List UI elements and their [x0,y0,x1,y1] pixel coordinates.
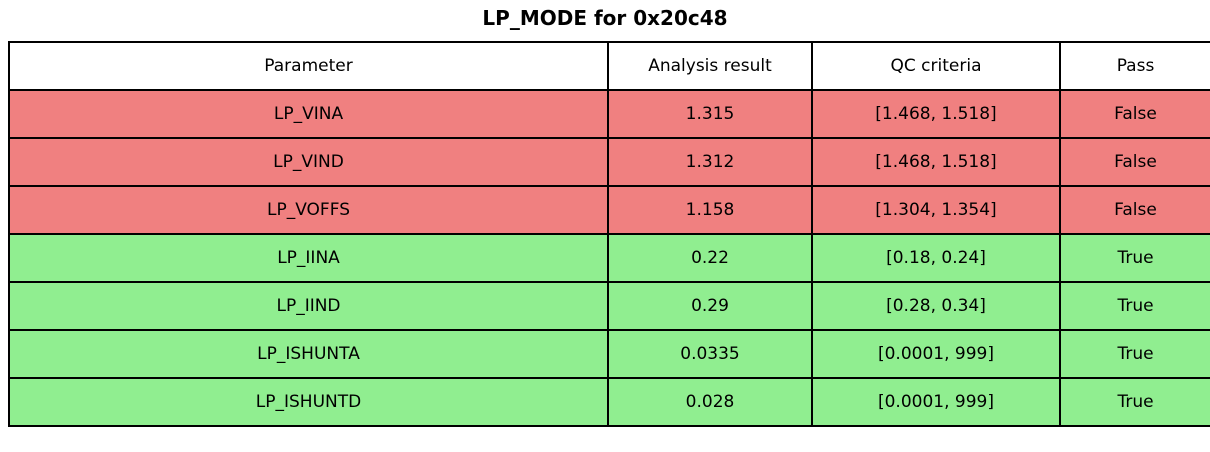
table-row: LP_VINA 1.315 [1.468, 1.518] False [8,89,1210,139]
cell-pass: False [1059,185,1210,235]
cell-parameter: LP_IIND [8,281,609,331]
cell-parameter: LP_VOFFS [8,185,609,235]
cell-pass: True [1059,377,1210,427]
cell-pass: True [1059,329,1210,379]
header-row: Parameter Analysis result QC criteria Pa… [8,41,1210,91]
cell-qc-criteria: [0.0001, 999] [811,377,1061,427]
cell-qc-criteria: [1.468, 1.518] [811,137,1061,187]
column-header-analysis-result: Analysis result [607,41,813,91]
cell-parameter: LP_ISHUNTA [8,329,609,379]
column-header-parameter: Parameter [8,41,609,91]
cell-analysis-result: 1.158 [607,185,813,235]
cell-qc-criteria: [1.468, 1.518] [811,89,1061,139]
qc-results-table: Parameter Analysis result QC criteria Pa… [8,41,1210,427]
column-header-qc-criteria: QC criteria [811,41,1061,91]
cell-qc-criteria: [0.0001, 999] [811,329,1061,379]
cell-analysis-result: 1.315 [607,89,813,139]
cell-analysis-result: 0.0335 [607,329,813,379]
cell-parameter: LP_VIND [8,137,609,187]
cell-analysis-result: 0.29 [607,281,813,331]
cell-parameter: LP_ISHUNTD [8,377,609,427]
table-row: LP_VOFFS 1.158 [1.304, 1.354] False [8,185,1210,235]
cell-pass: False [1059,89,1210,139]
cell-pass: False [1059,137,1210,187]
cell-qc-criteria: [0.18, 0.24] [811,233,1061,283]
table-row: LP_VIND 1.312 [1.468, 1.518] False [8,137,1210,187]
cell-analysis-result: 1.312 [607,137,813,187]
table-body: LP_VINA 1.315 [1.468, 1.518] False LP_VIND 1.… [8,89,1210,427]
column-header-pass: Pass [1059,41,1210,91]
table-row: LP_IIND 0.29 [0.28, 0.34] True [8,281,1210,331]
cell-qc-criteria: [0.28, 0.34] [811,281,1061,331]
table-row: LP_ISHUNTA 0.0335 [0.0001, 999] True [8,329,1210,379]
cell-analysis-result: 0.028 [607,377,813,427]
cell-pass: True [1059,281,1210,331]
cell-parameter: LP_VINA [8,89,609,139]
cell-qc-criteria: [1.304, 1.354] [811,185,1061,235]
cell-analysis-result: 0.22 [607,233,813,283]
page-title: LP_MODE for 0x20c48 [482,6,728,30]
table-row: LP_ISHUNTD 0.028 [0.0001, 999] True [8,377,1210,427]
table-row: LP_IINA 0.22 [0.18, 0.24] True [8,233,1210,283]
cell-parameter: LP_IINA [8,233,609,283]
cell-pass: True [1059,233,1210,283]
table-header: Parameter Analysis result QC criteria Pa… [8,41,1210,91]
